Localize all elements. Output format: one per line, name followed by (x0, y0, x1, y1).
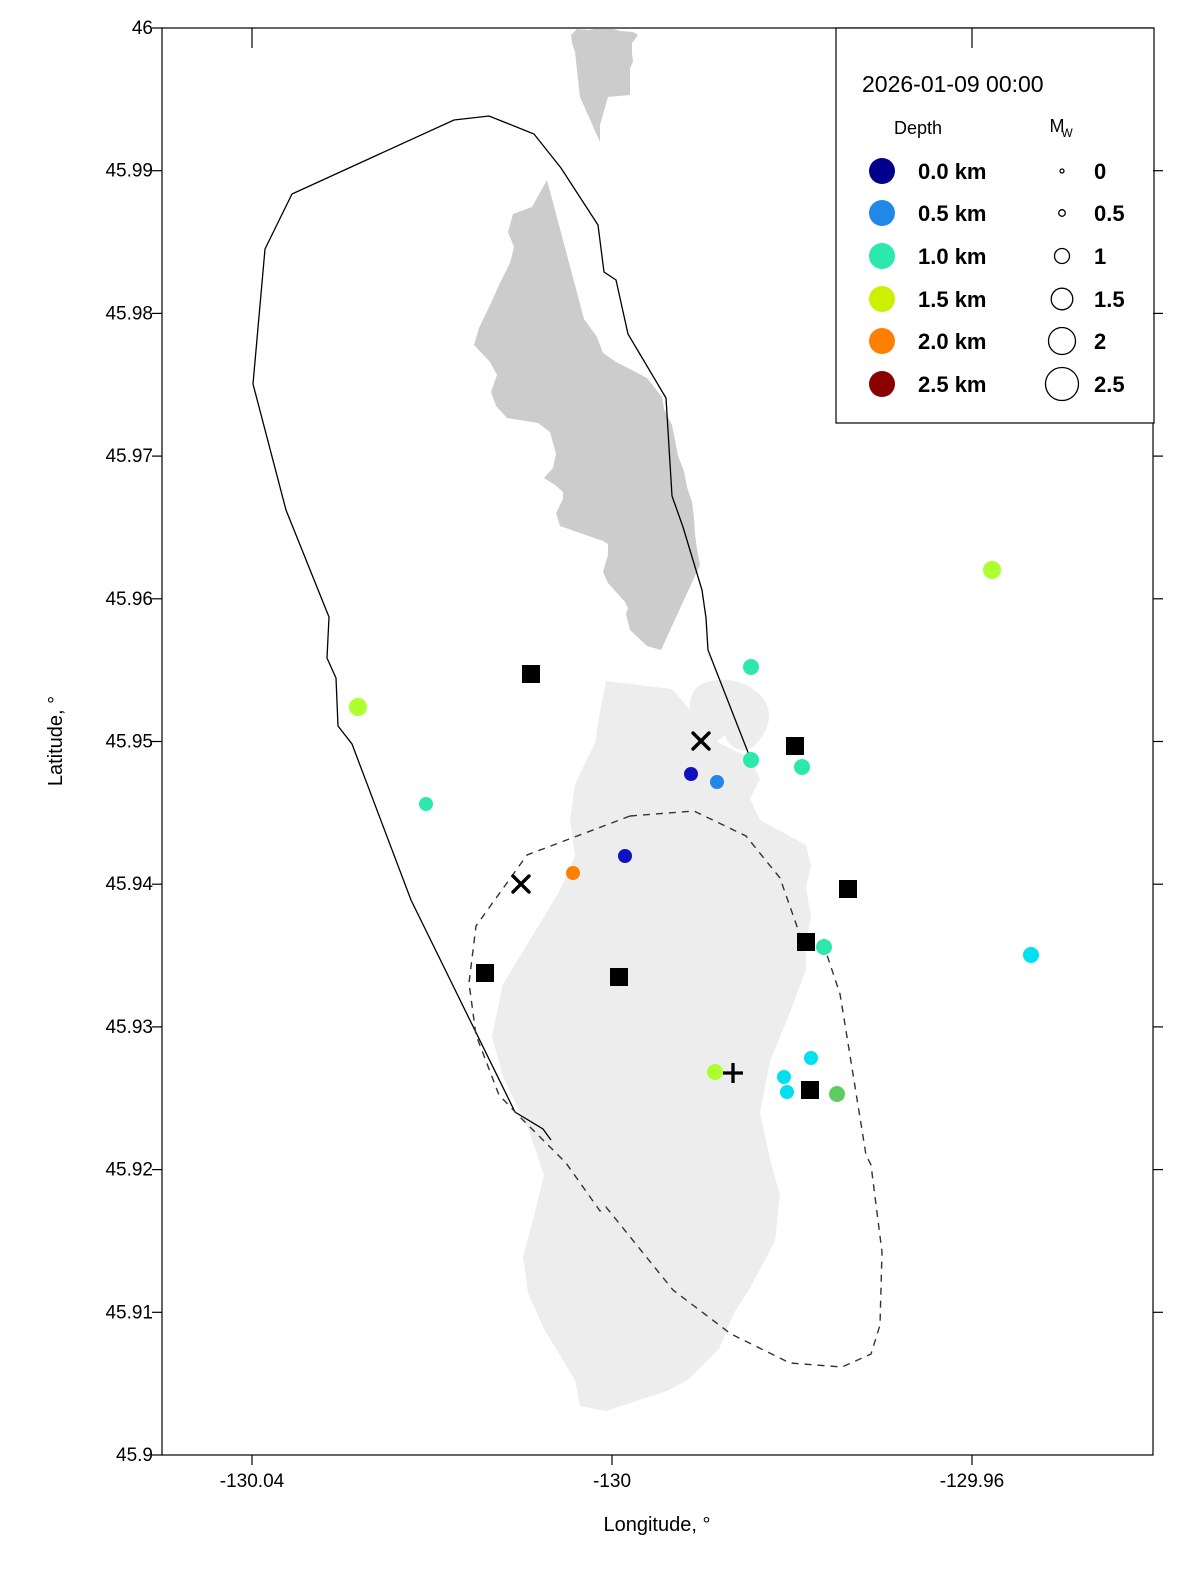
svg-text:Longitude, °: Longitude, ° (604, 1514, 711, 1536)
svg-text:0.0 km: 0.0 km (918, 159, 987, 184)
svg-text:0: 0 (1094, 159, 1106, 184)
svg-text:2: 2 (1094, 329, 1106, 354)
svg-text:2.0 km: 2.0 km (918, 329, 987, 354)
svg-text:0.5 km: 0.5 km (918, 201, 987, 226)
svg-text:45.94: 45.94 (105, 874, 153, 895)
svg-text:Depth: Depth (894, 118, 942, 138)
svg-text:Latitude, °: Latitude, ° (45, 696, 67, 786)
svg-text:1.5 km: 1.5 km (918, 287, 987, 312)
svg-text:45.97: 45.97 (105, 446, 153, 467)
svg-text:2.5: 2.5 (1094, 372, 1125, 397)
svg-text:45.99: 45.99 (105, 161, 153, 182)
svg-text:45.93: 45.93 (105, 1017, 153, 1038)
svg-text:45.9: 45.9 (116, 1445, 153, 1466)
svg-text:-130.04: -130.04 (220, 1471, 285, 1492)
svg-text:2.5 km: 2.5 km (918, 372, 987, 397)
svg-text:45.91: 45.91 (105, 1302, 153, 1323)
svg-text:1: 1 (1094, 244, 1106, 269)
svg-text:45.95: 45.95 (105, 732, 153, 753)
svg-text:2026-01-09 00:00: 2026-01-09 00:00 (862, 71, 1044, 97)
svg-text:1.0 km: 1.0 km (918, 244, 987, 269)
svg-text:0.5: 0.5 (1094, 201, 1125, 226)
svg-text:45.92: 45.92 (105, 1160, 153, 1181)
svg-text:46: 46 (132, 18, 153, 39)
svg-text:-129.96: -129.96 (940, 1471, 1004, 1492)
svg-text:-130: -130 (593, 1471, 631, 1492)
svg-text:1.5: 1.5 (1094, 287, 1125, 312)
svg-text:45.96: 45.96 (105, 589, 153, 610)
svg-text:W: W (1061, 126, 1073, 140)
svg-text:45.98: 45.98 (105, 303, 153, 324)
